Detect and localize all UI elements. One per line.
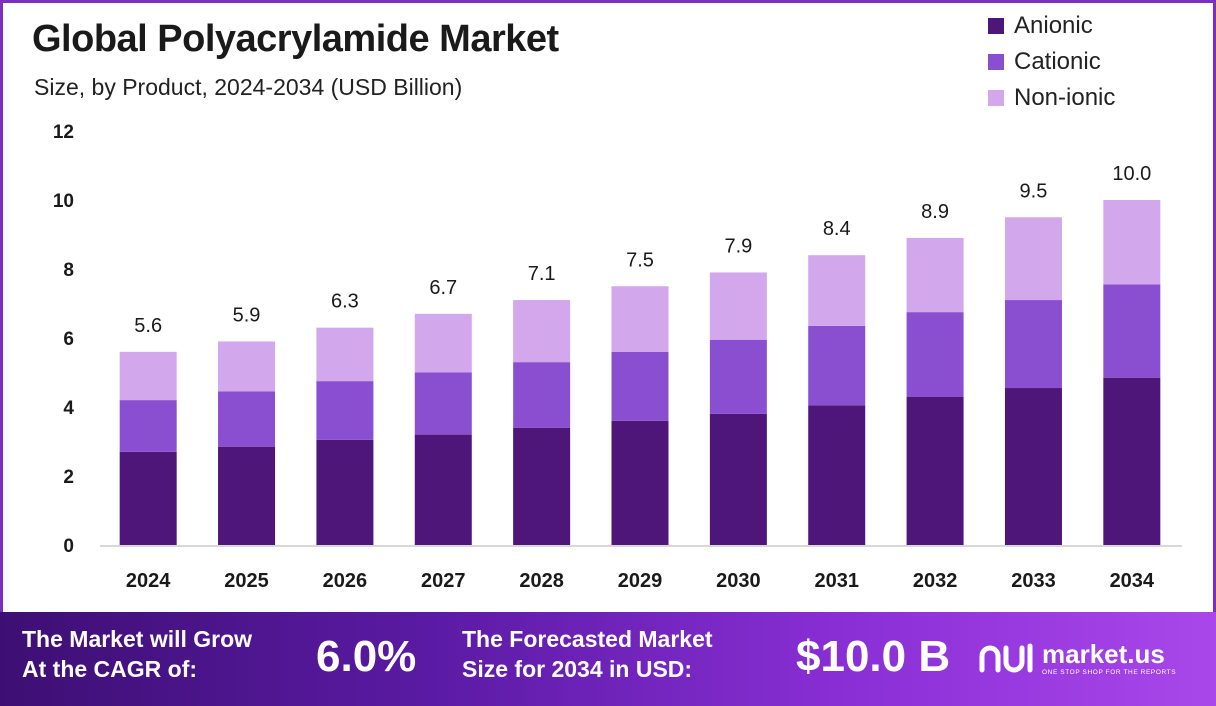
- cagr-label-line1: The Market will Grow: [22, 626, 253, 652]
- x-tick-label: 2029: [618, 570, 663, 592]
- legend-label-nonionic: Non-ionic: [1014, 84, 1116, 111]
- y-tick-label: 2: [63, 467, 74, 488]
- bar-total-label: 6.3: [331, 291, 359, 313]
- legend-swatch-cationic: [988, 54, 1004, 70]
- x-tick-label: 2034: [1110, 570, 1155, 592]
- cagr-label-line2: At the CAGR of:: [22, 656, 198, 682]
- bar-segment-nonionic: [808, 255, 866, 326]
- bar-segment-anionic: [906, 396, 964, 545]
- x-tick-label: 2032: [913, 570, 958, 592]
- bar-segment-nonionic: [709, 272, 767, 340]
- y-tick-label: 6: [63, 329, 74, 350]
- forecast-label-line1: The Forecasted Market: [462, 626, 713, 652]
- y-tick-label: 4: [63, 398, 74, 419]
- bar-segment-cationic: [808, 325, 866, 406]
- x-tick-label: 2033: [1011, 570, 1056, 592]
- bar-segment-cationic: [414, 372, 472, 435]
- x-tick-label: 2030: [716, 570, 761, 592]
- brand-tagline: ONE STOP SHOP FOR THE REPORTS: [1042, 668, 1177, 676]
- forecast-label-line2: Size for 2034 in USD:: [462, 656, 693, 682]
- bar-segment-nonionic: [316, 327, 374, 382]
- legend-label-cationic: Cationic: [1014, 48, 1101, 75]
- forecast-value: $10.0 B: [796, 632, 951, 681]
- bar-segment-nonionic: [906, 237, 964, 313]
- bar-segment-nonionic: [611, 286, 669, 352]
- footer-banner: The Market will Grow At the CAGR of: 6.0…: [0, 612, 1216, 706]
- bar-segment-cationic: [316, 381, 374, 440]
- brand-logo: market.us ONE STOP SHOP FOR THE REPORTS: [978, 640, 1176, 676]
- bar-total-label: 9.5: [1020, 180, 1048, 202]
- legend-item-anionic: Anionic: [988, 8, 1115, 44]
- y-tick-label: 8: [63, 260, 74, 281]
- bar-segment-anionic: [611, 420, 669, 545]
- bar-segment-anionic: [1004, 388, 1062, 545]
- legend-item-nonionic: Non-ionic: [988, 80, 1115, 116]
- bar-segment-anionic: [119, 451, 177, 545]
- bar-segment-anionic: [513, 427, 571, 545]
- forecast-label: The Forecasted Market Size for 2034 in U…: [462, 624, 713, 684]
- bar-segment-nonionic: [414, 313, 472, 373]
- bar-segment-nonionic: [1103, 200, 1161, 285]
- x-tick-label: 2024: [126, 570, 171, 592]
- chart-title: Global Polyacrylamide Market: [32, 18, 559, 60]
- bar-total-label: 5.9: [233, 304, 261, 326]
- bar-segment-anionic: [808, 405, 866, 545]
- bar-total-label: 8.4: [823, 218, 851, 240]
- stacked-bar-chart: 0 2 4 6 8 10 12 5.6 2024 5.9 2025 6.3 2026 6.7 2027 7.1…: [53, 122, 1182, 592]
- x-tick-label: 2031: [814, 570, 859, 592]
- legend: Anionic Cationic Non-ionic: [988, 8, 1115, 116]
- bar-segment-cationic: [119, 400, 177, 452]
- bar-segment-anionic: [1103, 377, 1161, 545]
- x-tick-label: 2026: [323, 570, 368, 592]
- cagr-value: 6.0%: [316, 632, 417, 681]
- bar-segment-cationic: [611, 351, 669, 421]
- bar-total-label: 7.5: [626, 249, 654, 271]
- x-tick-label: 2027: [421, 570, 466, 592]
- y-tick-label: 10: [53, 191, 74, 212]
- legend-label-anionic: Anionic: [1014, 12, 1093, 39]
- x-tick-label: 2025: [224, 570, 269, 592]
- bar-segment-nonionic: [218, 341, 276, 392]
- bar-total-label: 8.9: [921, 201, 949, 223]
- bar-total-label: 10.0: [1112, 163, 1151, 185]
- brand-name: market.us: [1042, 638, 1165, 669]
- bar-total-label: 7.1: [528, 263, 556, 285]
- bar-segment-anionic: [414, 434, 472, 545]
- bar-segment-anionic: [218, 446, 276, 545]
- bar-total-label: 7.9: [724, 235, 752, 257]
- market-us-logo-icon: [979, 643, 1033, 673]
- chart-subtitle: Size, by Product, 2024-2034 (USD Billion…: [34, 74, 463, 100]
- legend-swatch-anionic: [988, 18, 1004, 34]
- cagr-label: The Market will Grow At the CAGR of:: [22, 624, 252, 684]
- x-tick-label: 2028: [519, 570, 564, 592]
- bar-total-label: 6.7: [429, 277, 457, 299]
- bar-segment-cationic: [1004, 300, 1062, 389]
- bar-segment-anionic: [316, 439, 374, 545]
- bar-segment-cationic: [906, 312, 964, 397]
- bar-segment-nonionic: [1004, 217, 1062, 301]
- bar-total-label: 5.6: [134, 315, 162, 337]
- bar-segment-cationic: [709, 339, 767, 414]
- bar-segment-nonionic: [119, 351, 177, 401]
- brand-text: market.us ONE STOP SHOP FOR THE REPORTS: [1042, 641, 1176, 676]
- legend-swatch-nonionic: [988, 90, 1004, 106]
- bar-segment-cationic: [1103, 284, 1161, 378]
- legend-item-cationic: Cationic: [988, 44, 1115, 80]
- y-tick-label: 0: [63, 536, 74, 557]
- bar-segment-cationic: [218, 391, 276, 447]
- y-tick-label: 12: [53, 122, 74, 143]
- bar-segment-nonionic: [513, 300, 571, 363]
- bar-segment-anionic: [709, 413, 767, 545]
- bar-segment-cationic: [513, 362, 571, 428]
